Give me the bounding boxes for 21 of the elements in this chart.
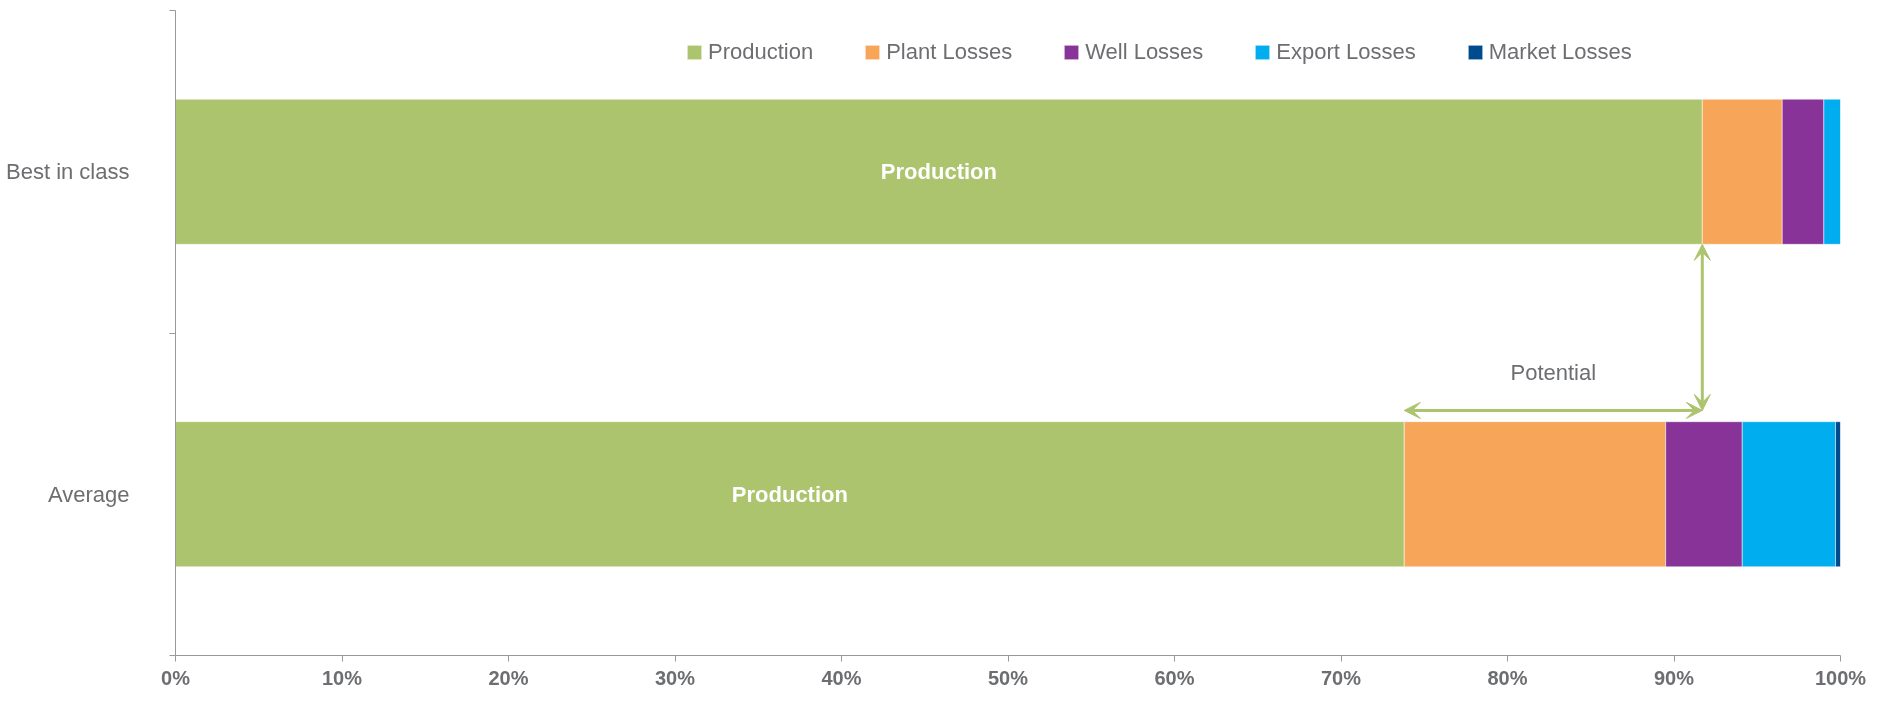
legend-label: Export Losses: [1276, 39, 1416, 65]
x-tick-label: 100%: [1814, 666, 1867, 689]
x-tick-label: 30%: [654, 666, 696, 689]
x-tick-label: 0%: [161, 666, 191, 689]
x-tick-label: 70%: [1320, 666, 1362, 689]
annotation: Potential: [1510, 359, 1597, 385]
x-tick-label: 90%: [1653, 666, 1695, 689]
legend-label: Production: [708, 39, 814, 65]
legend-label: Plant Losses: [886, 39, 1013, 65]
x-tick-label: 10%: [321, 666, 363, 689]
y-tick-label: Best in class: [6, 159, 130, 185]
data-label: Production: [731, 481, 848, 507]
x-tick-label: 80%: [1487, 666, 1528, 689]
y-tick-label: Average: [47, 481, 130, 507]
x-tick-label: 50%: [987, 666, 1029, 689]
x-tick-label: 20%: [488, 666, 529, 689]
x-tick-label: 40%: [821, 666, 862, 689]
legend-label: Market Losses: [1488, 39, 1632, 65]
x-tick-label: 60%: [1154, 666, 1195, 689]
legend-label: Well Losses: [1085, 39, 1204, 65]
data-label: Production: [880, 159, 997, 185]
